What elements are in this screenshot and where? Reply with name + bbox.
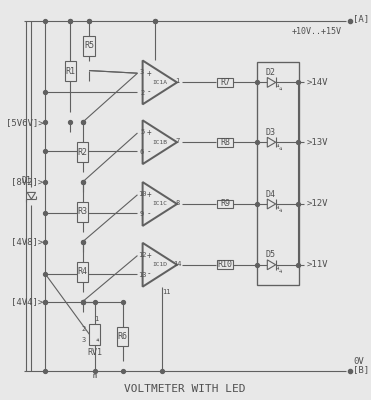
Bar xyxy=(217,260,233,269)
Bar xyxy=(77,202,88,222)
Text: 2: 2 xyxy=(81,326,85,332)
Text: +: + xyxy=(146,190,151,199)
Text: R7: R7 xyxy=(220,78,230,87)
Text: -: - xyxy=(146,147,151,156)
Text: +10V..+15V: +10V..+15V xyxy=(291,27,341,36)
Text: R4: R4 xyxy=(78,267,88,276)
Bar xyxy=(77,142,88,162)
Text: 9: 9 xyxy=(140,211,144,217)
Bar xyxy=(65,62,76,82)
Text: 1: 1 xyxy=(175,78,180,84)
Text: R3: R3 xyxy=(78,208,88,216)
Text: 7: 7 xyxy=(175,138,180,144)
Text: R1: R1 xyxy=(65,67,75,76)
Text: D1: D1 xyxy=(22,176,32,184)
Text: RV1: RV1 xyxy=(87,348,102,357)
Text: [A]: [A] xyxy=(354,14,370,23)
Text: >11V: >11V xyxy=(307,260,328,269)
Text: 3: 3 xyxy=(81,337,85,343)
Text: 8: 8 xyxy=(175,200,180,206)
Text: R2: R2 xyxy=(78,148,88,157)
Bar xyxy=(217,138,233,147)
Text: 3: 3 xyxy=(140,69,144,75)
Text: R10: R10 xyxy=(217,260,233,269)
Text: IC1B: IC1B xyxy=(152,140,167,145)
Text: R6: R6 xyxy=(118,332,128,341)
Text: 6: 6 xyxy=(140,150,144,156)
Text: D4: D4 xyxy=(266,190,276,198)
Text: -: - xyxy=(146,270,151,278)
Bar xyxy=(83,36,95,56)
Text: [4V4]>: [4V4]> xyxy=(11,297,43,306)
Text: 12: 12 xyxy=(138,252,147,258)
Polygon shape xyxy=(142,60,177,104)
Bar xyxy=(77,262,88,282)
Polygon shape xyxy=(267,199,276,209)
Text: >13V: >13V xyxy=(307,138,328,147)
Polygon shape xyxy=(267,137,276,147)
Text: 1: 1 xyxy=(94,316,99,322)
Bar xyxy=(217,200,233,208)
Bar xyxy=(257,62,299,285)
Text: +: + xyxy=(146,128,151,138)
Text: >14V: >14V xyxy=(307,78,328,87)
Text: 2: 2 xyxy=(140,90,144,96)
Text: [5V6V]>: [5V6V]> xyxy=(6,118,43,127)
Text: D5: D5 xyxy=(266,250,276,259)
Text: +: + xyxy=(146,69,151,78)
Text: VOLTMETER WITH LED: VOLTMETER WITH LED xyxy=(124,384,246,394)
Text: IC1C: IC1C xyxy=(152,202,167,206)
Text: 11: 11 xyxy=(162,289,171,295)
Polygon shape xyxy=(142,120,177,164)
Text: 10: 10 xyxy=(138,191,147,197)
Text: -: - xyxy=(146,87,151,96)
Polygon shape xyxy=(142,182,177,226)
Polygon shape xyxy=(27,192,36,199)
Polygon shape xyxy=(267,78,276,87)
Bar xyxy=(89,324,100,346)
Text: 0V: 0V xyxy=(354,357,364,366)
Text: D2: D2 xyxy=(266,68,276,77)
Text: IC1D: IC1D xyxy=(152,262,167,267)
Text: m: m xyxy=(92,373,97,379)
Text: 5: 5 xyxy=(140,129,144,135)
Text: R5: R5 xyxy=(84,41,94,50)
Text: -: - xyxy=(146,209,151,218)
Text: D3: D3 xyxy=(266,128,276,137)
Text: IC1A: IC1A xyxy=(152,80,167,85)
Text: 13: 13 xyxy=(138,272,147,278)
Text: [B]: [B] xyxy=(354,365,370,374)
Bar xyxy=(217,78,233,87)
Text: [4V8]>: [4V8]> xyxy=(11,237,43,246)
Polygon shape xyxy=(267,260,276,270)
Text: R8: R8 xyxy=(220,138,230,147)
Text: 14: 14 xyxy=(173,261,182,267)
Bar xyxy=(117,326,128,346)
Text: [8V2]>: [8V2]> xyxy=(11,178,43,186)
Text: >12V: >12V xyxy=(307,200,328,208)
Text: R9: R9 xyxy=(220,200,230,208)
Text: +: + xyxy=(146,251,151,260)
Polygon shape xyxy=(142,243,177,287)
